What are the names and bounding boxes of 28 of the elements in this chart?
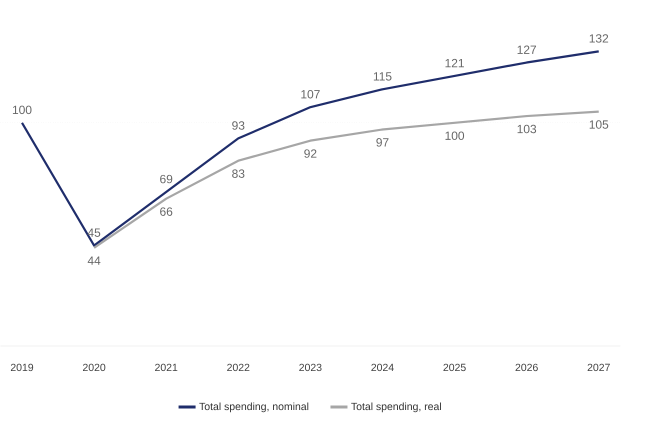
data-label: 92 bbox=[304, 149, 316, 158]
x-tick-label: 2026 bbox=[516, 364, 538, 372]
data-label: 69 bbox=[160, 174, 172, 184]
legend-label: Total spending, nominal bbox=[199, 402, 308, 412]
data-label: 45 bbox=[88, 228, 100, 237]
data-label: 132 bbox=[590, 34, 608, 43]
data-label: 121 bbox=[445, 58, 464, 68]
data-label: 105 bbox=[590, 120, 608, 129]
legend-label: Total spending, real bbox=[351, 402, 441, 412]
x-tick-label: 2022 bbox=[227, 364, 250, 372]
x-tick-label: 2027 bbox=[588, 364, 610, 372]
data-label: 100 bbox=[445, 131, 464, 140]
data-label: 83 bbox=[232, 169, 244, 178]
data-label: 115 bbox=[374, 72, 392, 81]
data-label: 100 bbox=[12, 106, 32, 114]
data-label: 127 bbox=[518, 45, 536, 54]
x-tick-label: 2020 bbox=[82, 364, 106, 372]
data-label: 103 bbox=[518, 124, 536, 134]
x-tick-label: 2021 bbox=[155, 364, 178, 372]
x-tick-label: 2019 bbox=[10, 364, 34, 372]
x-tick-label: 2023 bbox=[299, 364, 322, 372]
data-label: 66 bbox=[160, 207, 172, 216]
data-label: 97 bbox=[376, 138, 389, 147]
x-tick-label: 2024 bbox=[371, 364, 394, 372]
x-tick-label: 2025 bbox=[443, 364, 466, 372]
data-label: 44 bbox=[88, 256, 100, 265]
data-label: 93 bbox=[232, 121, 244, 130]
data-label: 107 bbox=[301, 90, 320, 98]
